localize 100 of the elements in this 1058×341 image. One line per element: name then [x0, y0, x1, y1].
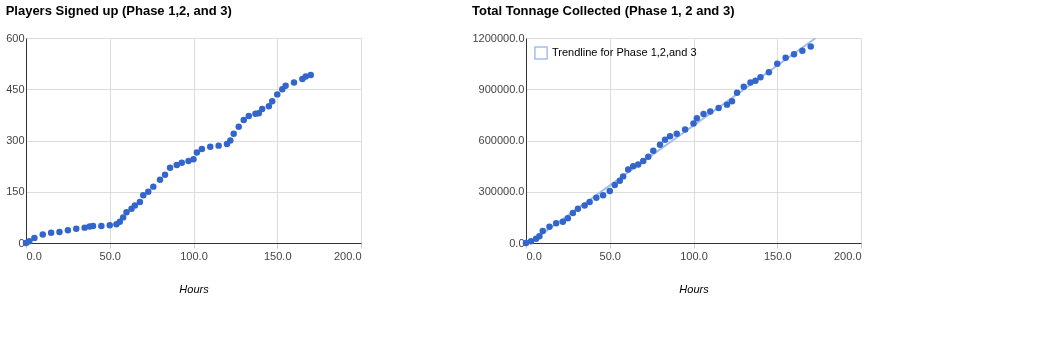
point: [56, 228, 63, 236]
x-tick-label: 150.0: [763, 249, 792, 262]
point: [619, 173, 627, 180]
y-tick-label: 450: [6, 82, 25, 95]
point: [715, 104, 722, 112]
point: [193, 149, 201, 156]
point: [240, 116, 247, 124]
point: [131, 202, 139, 209]
point: [611, 181, 619, 189]
point: [645, 153, 652, 160]
x-tick-label: 50.0: [99, 249, 121, 262]
point: [681, 126, 689, 133]
point: [227, 137, 234, 144]
point: [790, 51, 798, 58]
point: [123, 209, 130, 216]
point: [156, 176, 164, 184]
point: [757, 74, 764, 81]
point: [166, 164, 174, 172]
point: [136, 198, 144, 206]
y-tick-label: 600: [6, 31, 25, 44]
point: [616, 177, 624, 184]
chart-title: Total Tonnage Collected (Phase 1, 2 and 3): [472, 3, 735, 18]
point: [606, 187, 613, 195]
point: [290, 79, 298, 86]
point: [624, 166, 632, 173]
point: [39, 231, 46, 238]
x-axis-title: Hours: [679, 282, 710, 295]
point: [274, 91, 281, 98]
y-tick-label: 600000.0: [478, 134, 525, 146]
point: [564, 215, 572, 222]
y-tick-label: 900000.0: [478, 82, 525, 95]
x-tick-label: 50.0: [599, 249, 621, 262]
point: [190, 156, 197, 163]
point: [650, 147, 657, 154]
point: [666, 133, 674, 140]
point: [546, 223, 553, 230]
point: [569, 209, 577, 217]
x-tick-label: 100.0: [680, 249, 708, 262]
point: [536, 232, 543, 240]
point: [265, 103, 273, 110]
point: [198, 145, 206, 153]
point: [752, 77, 759, 84]
point: [774, 60, 781, 67]
point: [268, 97, 276, 105]
point: [173, 161, 180, 169]
y-tick-label: 1200000.0: [472, 31, 525, 44]
point: [693, 115, 701, 122]
point: [178, 159, 186, 166]
point: [245, 112, 253, 120]
point: [661, 136, 669, 143]
point: [574, 205, 582, 213]
point: [581, 202, 588, 209]
y-tick-label: 300000.0: [478, 185, 525, 198]
point: [707, 108, 714, 115]
y-tick-label: 300: [6, 134, 25, 146]
point: [89, 222, 97, 230]
point: [782, 54, 789, 61]
point: [539, 227, 546, 235]
point: [740, 83, 747, 90]
x-tick-label: 0.0: [26, 249, 42, 262]
point: [700, 110, 707, 118]
point: [673, 130, 680, 137]
point: [145, 188, 152, 195]
point: [690, 120, 697, 127]
point: [723, 101, 731, 108]
point: [593, 194, 600, 201]
point: [119, 214, 127, 221]
point: [656, 141, 664, 148]
point: [282, 82, 289, 90]
point: [26, 238, 33, 245]
point: [629, 162, 637, 170]
point: [116, 218, 124, 226]
point: [140, 191, 147, 199]
point: [47, 229, 55, 236]
point: [31, 234, 38, 242]
x-tick-label: 100.0: [180, 249, 208, 262]
point: [728, 97, 736, 105]
legend-label: Trendline for Phase 1,2,and 3: [552, 46, 697, 58]
point: [807, 43, 814, 50]
x-tick-label: 200.0: [333, 249, 362, 262]
point: [207, 143, 214, 150]
point: [73, 225, 80, 232]
y-tick-label: 150: [6, 185, 25, 198]
point: [586, 198, 593, 206]
point: [161, 171, 169, 178]
point: [552, 220, 560, 227]
point: [307, 71, 314, 79]
point: [765, 68, 773, 76]
point: [258, 105, 266, 113]
x-tick-label: 150.0: [263, 249, 292, 262]
point: [559, 218, 567, 225]
point: [634, 161, 642, 168]
point: [640, 157, 647, 165]
chart-title: Players Signed up (Phase 1,2, and 3): [5, 3, 232, 18]
point: [235, 123, 242, 131]
x-axis-title: Hours: [179, 282, 210, 295]
point: [527, 238, 535, 245]
x-tick-label: 200.0: [833, 249, 862, 262]
point: [599, 191, 607, 199]
point: [799, 47, 806, 55]
